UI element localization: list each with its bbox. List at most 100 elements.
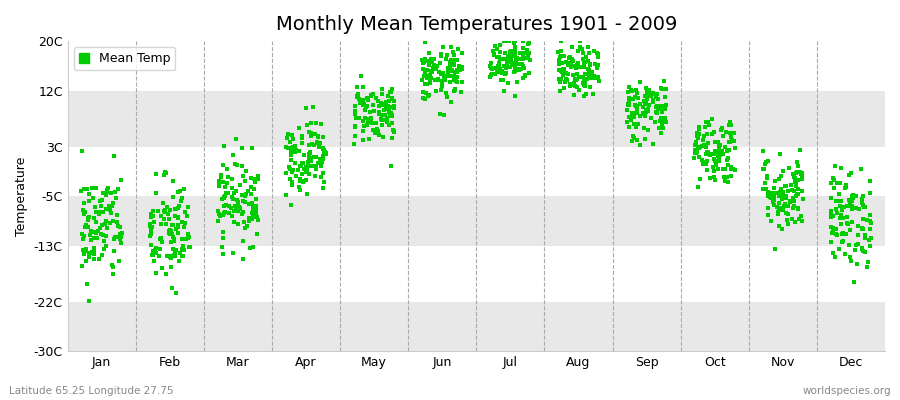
Point [356,84,370,90]
Point [418,67,433,73]
Point [281,145,295,152]
Point [101,185,115,192]
Point [85,228,99,234]
Point [828,230,842,237]
Point [110,219,124,226]
Point [495,68,509,74]
Point [169,206,184,212]
Point [863,226,878,232]
Point [246,214,260,220]
Point [756,148,770,154]
Point [510,56,525,62]
Point [372,109,386,116]
Point [246,206,260,212]
Point [629,124,643,130]
Point [760,175,774,181]
Point [366,108,381,114]
Point [577,60,591,66]
Point [387,103,401,109]
Point [505,60,519,66]
Point [778,193,792,200]
Point [858,235,872,241]
Point [770,190,784,196]
Point [625,113,639,119]
Point [416,60,430,66]
Point [444,44,458,50]
Point [638,112,652,119]
Point [347,108,362,114]
Point [658,94,672,100]
Point [425,58,439,65]
Point [626,134,641,141]
Point [415,77,429,83]
Point [768,246,782,252]
Point [706,168,721,174]
Point [98,192,112,198]
Point [646,97,661,103]
Point [499,64,513,70]
Point [94,198,108,204]
Point [707,150,722,156]
Point [499,65,513,71]
Point [590,50,605,57]
Point [846,192,860,198]
Point [552,61,566,67]
Point [512,60,526,67]
Point [498,50,512,56]
Point [104,220,118,226]
Point [416,89,430,95]
Point [96,238,111,244]
Point [492,64,507,71]
Point [356,137,371,144]
Point [712,145,726,152]
Point [705,116,719,122]
Point [824,180,838,186]
Legend: Mean Temp: Mean Temp [74,47,176,70]
Point [500,56,515,62]
Point [649,104,663,110]
Point [80,280,94,287]
Point [825,174,840,181]
Point [221,203,236,209]
Point [385,95,400,102]
Point [416,58,430,64]
Point [644,115,658,121]
Point [824,208,839,214]
Point [111,185,125,192]
Point [299,105,313,111]
Point [841,202,855,209]
Point [374,117,389,124]
Point [94,202,109,209]
Point [297,178,311,184]
Point [316,146,330,152]
Point [217,203,231,209]
Point [77,209,92,215]
Point [78,258,93,264]
Point [491,68,506,75]
Text: Latitude 65.25 Longitude 27.75: Latitude 65.25 Longitude 27.75 [9,386,174,396]
Point [450,67,464,74]
Point [855,225,869,232]
Point [651,96,665,102]
Point [316,170,330,176]
Point [428,76,442,83]
Point [436,44,450,50]
Point [519,47,534,53]
Point [112,236,127,242]
Point [629,103,643,109]
Point [302,150,316,157]
Point [824,224,839,230]
Point [688,147,702,153]
Point [178,236,193,243]
Point [772,207,787,214]
Point [375,86,390,92]
Point [501,59,516,65]
Point [834,239,849,245]
Point [855,196,869,202]
Point [238,168,253,174]
Point [77,233,92,239]
Point [486,48,500,54]
Point [167,238,182,244]
Point [784,182,798,188]
Point [143,220,157,227]
